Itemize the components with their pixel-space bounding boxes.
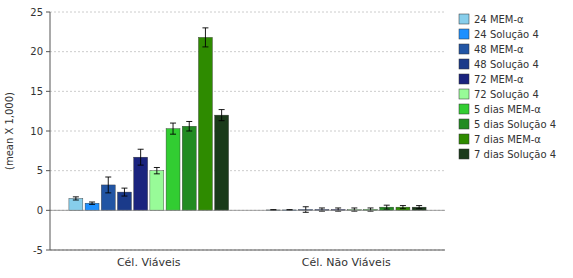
- y-tick: [46, 170, 50, 171]
- legend-swatch: [459, 44, 469, 54]
- series: [166, 123, 377, 211]
- y-tick: [46, 12, 50, 13]
- plot-area: [69, 28, 426, 212]
- grid-line: [50, 210, 445, 211]
- grid-line: [50, 170, 445, 171]
- chart-container: -50510152025(mean X 1,000)Cél. ViáveisCé…: [0, 0, 573, 278]
- error-bar: [202, 28, 208, 47]
- error-bar: [73, 197, 79, 200]
- error-bar: [186, 121, 192, 131]
- zero-line: [50, 210, 445, 211]
- error-bar: [121, 188, 127, 196]
- x-axis-line: [50, 250, 445, 251]
- bar: [166, 129, 180, 211]
- series: [134, 149, 345, 211]
- error-bar: [105, 177, 111, 193]
- legend-swatch: [459, 89, 469, 99]
- legend-swatch: [459, 29, 469, 39]
- y-tick: [46, 51, 50, 52]
- x-tick-label: Cél. Não Viáveis: [302, 256, 391, 269]
- bar: [198, 37, 212, 210]
- bar: [215, 115, 229, 210]
- legend-swatch: [459, 74, 469, 84]
- legend-label: 7 dias MEM-α: [474, 134, 541, 145]
- y-tick-label: 15: [30, 86, 43, 97]
- chart: -50510152025(mean X 1,000)Cél. ViáveisCé…: [0, 0, 573, 278]
- series: [182, 121, 393, 210]
- y-tick-label: 20: [30, 46, 43, 57]
- legend-label: 48 Solução 4: [474, 59, 539, 70]
- y-grid: [50, 12, 445, 250]
- legend-swatch: [459, 59, 469, 69]
- legend-swatch: [459, 14, 469, 24]
- series: [215, 110, 426, 211]
- x-ticks: Cél. Viáveis Cél. Não Viáveis: [117, 256, 391, 269]
- series: [150, 167, 361, 211]
- legend-swatch: [459, 149, 469, 159]
- legend-label: 5 dias Solução 4: [474, 119, 556, 130]
- error-bar: [138, 149, 144, 165]
- grid-line: [50, 12, 445, 13]
- y-tick: [46, 131, 50, 132]
- error-bar: [89, 202, 95, 204]
- legend-label: 7 dias Solução 4: [474, 149, 556, 160]
- y-axis-label: (mean X 1,000): [4, 92, 15, 170]
- error-bar: [400, 206, 406, 209]
- grid-line: [50, 51, 445, 52]
- legend-label: 48 MEM-α: [474, 44, 524, 55]
- bar: [182, 126, 196, 210]
- y-tick-label: 10: [30, 126, 43, 137]
- series: [198, 28, 409, 210]
- error-bar: [219, 110, 225, 121]
- legend-label: 5 dias MEM-α: [474, 104, 541, 115]
- grid-line: [50, 131, 445, 132]
- y-tick-label: 25: [30, 7, 43, 18]
- error-bar: [303, 207, 309, 213]
- legend-label: 24 Solução 4: [474, 29, 539, 40]
- legend-swatch: [459, 119, 469, 129]
- legend-label: 72 MEM-α: [474, 74, 524, 85]
- legend-label: 24 MEM-α: [474, 14, 524, 25]
- grid-line: [50, 250, 445, 251]
- error-bar: [416, 206, 422, 209]
- legend-label: 72 Solução 4: [474, 89, 539, 100]
- y-axis-line: [50, 12, 51, 250]
- legend-swatch: [459, 134, 469, 144]
- error-bar: [384, 205, 390, 209]
- y-ticks: -5 0 5 10 15 20 25: [30, 7, 50, 256]
- error-bar: [170, 123, 176, 134]
- y-tick-label: 0: [37, 205, 43, 216]
- x-tick-label: Cél. Viáveis: [117, 256, 181, 269]
- legend: 24 MEM-α 24 Solução 4 48 MEM-α 48 Solução 4…: [459, 14, 556, 160]
- grid-line: [50, 91, 445, 92]
- legend-swatch: [459, 104, 469, 114]
- bar: [150, 171, 164, 211]
- y-tick: [46, 91, 50, 92]
- y-tick-label: -5: [33, 245, 43, 256]
- error-bar: [154, 167, 160, 173]
- y-tick: [46, 210, 50, 211]
- y-tick-label: 5: [37, 165, 43, 176]
- y-tick: [46, 250, 50, 251]
